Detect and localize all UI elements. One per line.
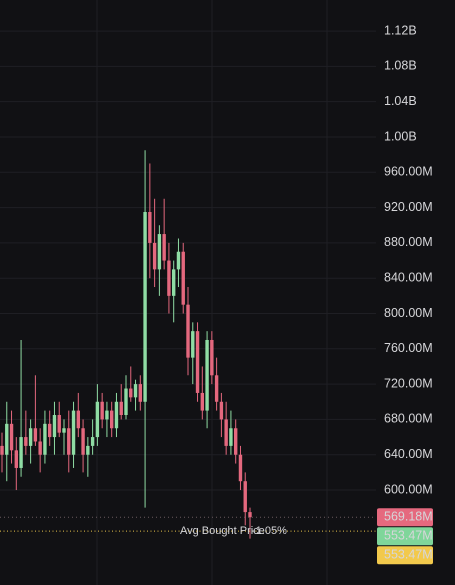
y-tick-label: 1.16B [384, 0, 417, 2]
y-tick-label: 1.08B [384, 59, 417, 73]
candle-body [195, 331, 200, 393]
candle-body [124, 388, 128, 416]
candle-body [0, 445, 4, 455]
price-badge-label: 553.47M [384, 548, 433, 562]
y-tick-label: 880.00M [384, 235, 433, 249]
candle-body [143, 212, 147, 402]
y-tick-label: 960.00M [384, 165, 433, 179]
y-tick-label: 760.00M [384, 341, 433, 355]
candle-body [105, 410, 109, 420]
candle-body [109, 410, 114, 429]
candle-body [167, 260, 171, 296]
y-tick-label: 1.00B [384, 129, 417, 143]
candle-body [219, 401, 224, 420]
y-tick-label: 920.00M [384, 200, 433, 214]
candle-body [162, 234, 166, 261]
candle-body [14, 450, 19, 468]
candle-body [157, 234, 162, 270]
candle-body [210, 339, 214, 376]
candle-body [5, 423, 9, 455]
candle-body [224, 419, 228, 446]
y-tick-label: 640.00M [384, 447, 433, 461]
candle-body [214, 375, 219, 402]
candle-body [9, 423, 14, 451]
price-badge-label: 569.18M [384, 510, 433, 524]
candle-body [138, 384, 143, 402]
y-tick-label: 1.04B [384, 94, 417, 108]
candle-body [181, 251, 185, 305]
y-tick-label: 600.00M [384, 482, 433, 496]
price-badge-label: 553.47M [384, 529, 433, 543]
candle-body [119, 401, 123, 416]
price-badge [377, 546, 433, 565]
candle-body [200, 392, 205, 411]
candle-body [148, 212, 152, 243]
candle-body [186, 304, 190, 358]
price-badge [377, 508, 433, 527]
y-tick-label: 800.00M [384, 306, 433, 320]
candle-body [90, 437, 95, 446]
candle-body [176, 251, 181, 270]
candle-body [129, 388, 133, 398]
candle-body [171, 269, 176, 296]
y-tick-label: 720.00M [384, 376, 433, 390]
candle-body [62, 428, 66, 433]
price-badge [377, 527, 433, 546]
candle-body [95, 401, 100, 438]
candle-body [205, 339, 209, 411]
candle-body [81, 428, 85, 455]
candle-body [38, 441, 42, 455]
candle-body [248, 512, 252, 518]
candle-body [243, 481, 247, 513]
candle-body [229, 428, 233, 446]
candle-body [19, 437, 23, 468]
candle-body [52, 415, 57, 438]
candle-body [191, 331, 195, 358]
candle-body [24, 437, 28, 446]
candle-body [100, 401, 104, 420]
candle-body [152, 242, 157, 270]
candle-body [238, 454, 243, 482]
candle-body [133, 384, 138, 398]
candle-body [71, 410, 76, 455]
candle-body [47, 423, 52, 438]
candle-body [33, 428, 38, 442]
y-tick-label: 840.00M [384, 270, 433, 284]
candle-body [233, 428, 238, 455]
candle-body [67, 428, 71, 455]
candle-body [43, 423, 47, 455]
y-tick-label: 680.00M [384, 412, 433, 426]
candle-body [76, 410, 81, 429]
y-tick-label: 1.12B [384, 23, 417, 37]
candle-body [28, 428, 33, 446]
avg-price-label: Avg Bought Price [180, 525, 265, 537]
avg-price-change: -1.05% [252, 525, 287, 537]
candle-body [57, 415, 61, 433]
candle-body [86, 445, 90, 455]
candle-body [114, 401, 119, 429]
